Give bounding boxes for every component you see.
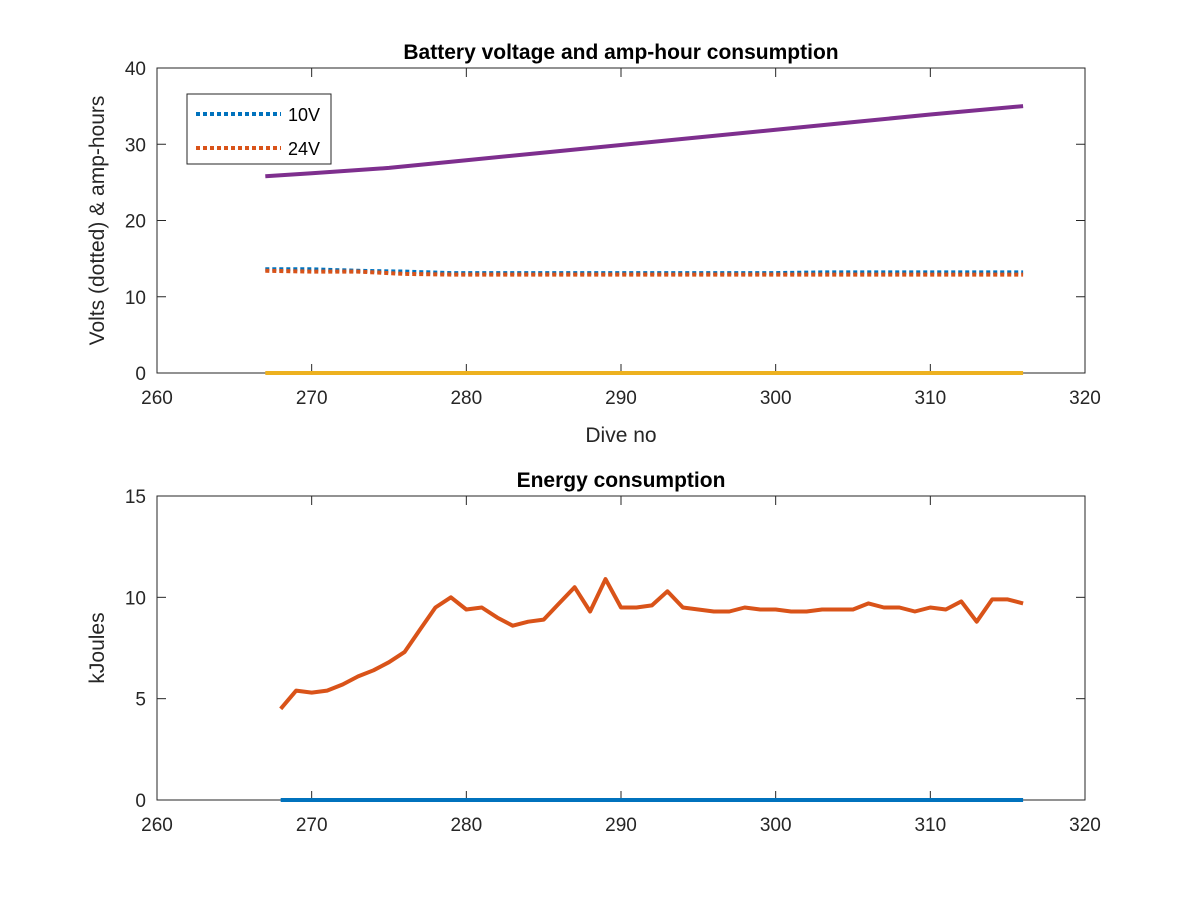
chart-title: Battery voltage and amp-hour consumption (403, 41, 838, 64)
y-axis-label: Volts (dotted) & amp-hours (86, 96, 109, 346)
y-tick-label: 10 (125, 588, 146, 609)
x-tick-label: 300 (760, 815, 792, 836)
x-tick-label: 270 (296, 388, 328, 409)
axes-2: 260 270 280 290 300 310 320 0 5 10 15 Energy consum… (86, 469, 1101, 836)
legend-box (186, 93, 332, 165)
legend-label: 10V (288, 105, 320, 125)
series-line-1 (279, 577, 1024, 711)
x-tick-label: 280 (450, 388, 482, 409)
x-tick-label: 260 (141, 388, 173, 409)
series-line-2 (265, 268, 1024, 277)
x-tick-label: 260 (141, 815, 173, 836)
y-axis-label: kJoules (86, 612, 109, 683)
legend-label: 24V (288, 139, 320, 159)
x-tick-label: 280 (450, 815, 482, 836)
x-tick-label: 300 (760, 388, 792, 409)
x-tick-label: 320 (1069, 815, 1101, 836)
y-tick-label: 0 (135, 364, 146, 385)
y-tick-label: 20 (125, 212, 146, 233)
x-tick-label: 290 (605, 815, 637, 836)
x-tick-label: 310 (914, 815, 946, 836)
x-tick-label: 270 (296, 815, 328, 836)
y-tick-label: 10 (125, 288, 146, 309)
chart-title: Energy consumption (517, 469, 726, 492)
x-tick-label: 320 (1069, 388, 1101, 409)
y-tick-label: 30 (125, 135, 146, 156)
legend: 10V 24V (186, 93, 332, 165)
y-tick-label: 5 (135, 690, 146, 711)
x-tick-label: 290 (605, 388, 637, 409)
axes-1: 260 270 280 290 300 310 320 0 10 20 30 40 Battery vo… (86, 41, 1101, 447)
plot-area (156, 495, 1086, 801)
x-axis-label: Dive no (585, 424, 656, 447)
y-tick-label: 15 (125, 487, 146, 508)
y-tick-label: 40 (125, 59, 146, 80)
y-tick-label: 0 (135, 791, 146, 812)
x-tick-label: 310 (914, 388, 946, 409)
series-line-3 (265, 104, 1024, 179)
